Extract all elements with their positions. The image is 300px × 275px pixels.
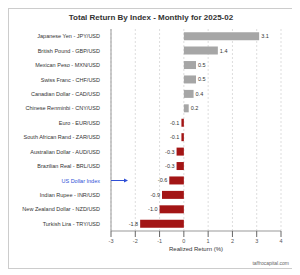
svg-text:Australian Dollar - AUD/USD: Australian Dollar - AUD/USD [30,149,100,155]
svg-text:-0.1: -0.1 [170,134,179,140]
html-text:taffrocapital.com: taffrocapital.com [252,260,289,266]
svg-text:2: 2 [231,238,234,244]
svg-text:US Dollar Index: US Dollar Index [61,178,100,184]
svg-text:-2: -2 [133,238,138,244]
svg-text:-0.9: -0.9 [151,192,160,198]
svg-text:4: 4 [279,238,282,244]
svg-text:-0.1: -0.1 [170,120,179,126]
svg-text:South African Rand - ZAR/USD: South African Rand - ZAR/USD [24,134,100,140]
svg-text:-1.8: -1.8 [129,221,138,227]
svg-text:Chinese Renminbi - CNY/USD: Chinese Renminbi - CNY/USD [25,105,100,111]
svg-text:0.5: 0.5 [198,62,206,68]
svg-text:Turkish Lira - TRY/USD: Turkish Lira - TRY/USD [43,221,100,227]
svg-text:0.2: 0.2 [191,105,199,111]
svg-text:0: 0 [182,238,185,244]
svg-text:British Pound - GBP/USD: British Pound - GBP/USD [38,48,100,54]
svg-text:Indian Rupee - INR/USD: Indian Rupee - INR/USD [40,192,100,198]
svg-text:-3: -3 [109,238,114,244]
svg-text:1: 1 [207,238,210,244]
svg-text:Swiss Franc - CHF/USD: Swiss Franc - CHF/USD [41,77,100,83]
svg-text:Canadian Dollar - CAD/USD: Canadian Dollar - CAD/USD [31,91,100,97]
svg-text:Japanese Yen - JPY/USD: Japanese Yen - JPY/USD [37,33,100,39]
svg-text:-0.6: -0.6 [158,177,167,183]
svg-text:Brazilian Real - BRL/USD: Brazilian Real - BRL/USD [37,163,100,169]
svg-text:-0.3: -0.3 [165,163,174,169]
svg-text:Mexican Peso - MXN/USD: Mexican Peso - MXN/USD [35,62,100,68]
svg-text:3.1: 3.1 [261,33,269,39]
svg-text:-1.0: -1.0 [148,206,157,212]
svg-text:0.4: 0.4 [196,91,204,97]
svg-text:-1: -1 [157,238,162,244]
svg-text:Realized Return (%): Realized Return (%) [169,246,223,252]
svg-text:New Zealand Dollar - NZD/USD: New Zealand Dollar - NZD/USD [22,206,100,212]
svg-text:3: 3 [255,238,258,244]
svg-text:Euro - EUR/USD: Euro - EUR/USD [59,120,100,126]
svg-text:-0.3: -0.3 [165,149,174,155]
svg-text:0.5: 0.5 [198,76,206,82]
svg-text:1.4: 1.4 [220,48,228,54]
html-text:Total Return By Index - Monthl: Total Return By Index - Monthly for 2025… [68,13,234,22]
